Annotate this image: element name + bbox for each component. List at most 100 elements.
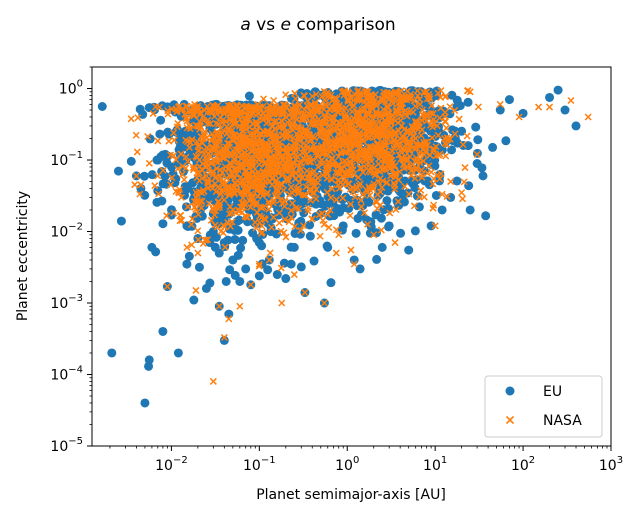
point-nasa <box>263 119 271 127</box>
point-eu <box>97 102 107 111</box>
point-nasa <box>275 219 283 227</box>
point-nasa <box>359 130 367 138</box>
point-nasa <box>177 193 185 201</box>
point-eu <box>365 228 375 238</box>
point-nasa <box>256 155 264 163</box>
legend-item-eu: EU <box>505 384 562 400</box>
point-nasa <box>335 231 343 239</box>
point-nasa <box>421 115 429 123</box>
point-nasa <box>442 124 450 132</box>
point-nasa <box>443 141 451 149</box>
point-nasa <box>367 143 375 151</box>
legend-label-nasa: NASA <box>543 413 582 429</box>
point-nasa <box>427 109 435 117</box>
point-nasa <box>466 88 474 96</box>
point-eu <box>364 197 374 207</box>
point-nasa <box>335 108 343 116</box>
point-nasa <box>350 170 358 178</box>
point-nasa <box>442 152 450 160</box>
point-nasa <box>447 178 455 186</box>
point-nasa <box>210 155 218 163</box>
point-nasa <box>405 127 413 135</box>
point-nasa <box>229 206 237 214</box>
point-nasa <box>293 103 301 112</box>
point-nasa <box>278 299 286 307</box>
point-nasa <box>428 134 436 142</box>
point-nasa <box>417 131 425 140</box>
point-nasa <box>233 111 241 119</box>
point-nasa <box>546 103 554 111</box>
point-nasa <box>234 142 242 150</box>
point-nasa <box>272 117 280 125</box>
point-nasa <box>293 143 301 151</box>
point-nasa <box>381 130 389 138</box>
point-nasa <box>376 188 384 196</box>
point-nasa <box>287 207 295 215</box>
point-eu <box>156 115 166 125</box>
point-nasa <box>215 107 223 115</box>
point-eu <box>434 176 444 186</box>
point-nasa <box>196 108 204 116</box>
point-nasa <box>323 188 331 196</box>
point-nasa <box>282 233 290 241</box>
point-eu <box>147 170 157 180</box>
point-nasa <box>137 181 145 189</box>
point-nasa <box>254 168 262 177</box>
point-nasa <box>228 218 236 226</box>
legend-marker-nasa <box>505 415 515 425</box>
point-eu <box>228 255 238 265</box>
point-nasa <box>331 127 339 135</box>
point-nasa <box>299 222 308 230</box>
point-eu <box>323 242 333 252</box>
point-nasa <box>372 99 381 107</box>
point-eu <box>404 245 414 255</box>
point-nasa <box>307 185 315 193</box>
point-eu <box>178 142 188 152</box>
point-nasa <box>236 302 244 310</box>
y-tick-label: 10−2 <box>50 222 83 241</box>
point-nasa <box>188 241 196 249</box>
point-eu <box>147 242 157 252</box>
point-nasa <box>289 126 297 134</box>
point-nasa <box>340 130 348 138</box>
point-eu <box>344 204 354 214</box>
point-nasa <box>343 166 351 174</box>
point-nasa <box>357 203 365 211</box>
point-eu <box>224 309 234 319</box>
point-eu <box>488 142 498 152</box>
point-eu <box>167 162 177 172</box>
point-nasa <box>311 134 319 142</box>
point-nasa <box>401 182 409 190</box>
point-nasa <box>170 209 178 217</box>
point-nasa <box>209 377 217 385</box>
point-nasa <box>407 171 415 180</box>
point-nasa <box>266 166 274 174</box>
point-nasa <box>423 95 431 103</box>
point-nasa <box>131 181 139 189</box>
point-nasa <box>411 145 419 153</box>
point-nasa <box>343 142 351 150</box>
point-nasa <box>260 214 268 222</box>
point-nasa <box>260 168 268 176</box>
legend: EU NASA <box>484 375 603 438</box>
point-nasa <box>293 185 301 193</box>
point-nasa <box>196 125 204 133</box>
point-nasa <box>230 116 238 124</box>
point-nasa <box>324 133 332 141</box>
point-nasa <box>225 189 233 197</box>
point-eu <box>351 228 361 238</box>
point-nasa <box>177 211 185 219</box>
point-nasa <box>228 126 236 134</box>
point-nasa <box>259 142 267 150</box>
point-eu <box>201 283 211 293</box>
point-eu <box>305 220 315 230</box>
point-nasa <box>433 122 441 130</box>
point-nasa <box>397 155 405 163</box>
point-nasa <box>167 151 175 159</box>
point-nasa <box>437 87 445 95</box>
point-nasa <box>358 120 366 128</box>
point-nasa <box>386 150 394 158</box>
point-nasa <box>363 149 371 157</box>
point-nasa <box>337 119 345 127</box>
point-nasa <box>289 120 297 128</box>
